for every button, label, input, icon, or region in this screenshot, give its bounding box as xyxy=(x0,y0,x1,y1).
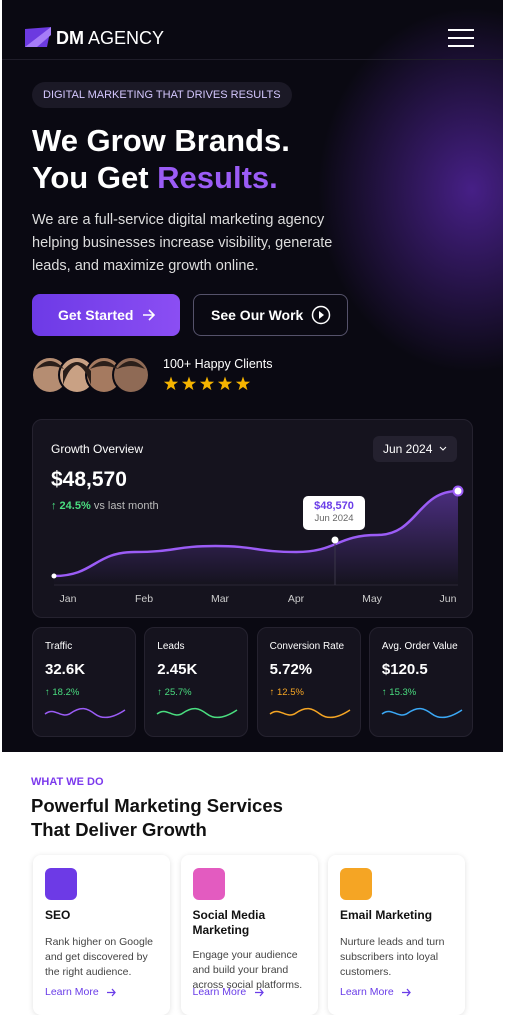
headline-line: We Grow Brands. xyxy=(32,123,290,158)
clients-label: 100+ Happy Clients xyxy=(163,357,273,371)
x-tick-label: Jan xyxy=(60,593,77,605)
stat-label: Avg. Order Value xyxy=(381,641,458,652)
tooltip-date: Jun 2024 xyxy=(314,513,354,524)
menu-button[interactable] xyxy=(448,28,474,48)
heading-line: Powerful Marketing Services xyxy=(31,795,283,816)
sparkline xyxy=(381,707,463,719)
see-work-button[interactable]: See Our Work xyxy=(193,294,348,336)
divider xyxy=(2,59,503,60)
stat-value: $120.5 xyxy=(381,661,428,678)
arrow-path xyxy=(402,988,411,997)
stat-value: 5.72% xyxy=(269,661,313,678)
x-tick-label: Mar xyxy=(211,593,230,605)
button-label: Get Started xyxy=(58,307,134,323)
service-icon xyxy=(45,868,77,900)
change: ↑ 24.5% xyxy=(51,500,91,512)
area xyxy=(54,491,458,585)
arrow-path xyxy=(107,988,116,997)
headline-accent: Results. xyxy=(157,160,278,195)
change-note: vs last month xyxy=(93,500,159,512)
sparkline xyxy=(44,707,126,719)
star xyxy=(163,376,179,391)
brand-bold: DM xyxy=(56,28,84,48)
stat-card: Leads 2.45K ↑ 25.7% xyxy=(144,627,249,737)
x-tick-label: Apr xyxy=(288,593,305,605)
tooltip: $48,570 Jun 2024 xyxy=(303,496,365,530)
learn-more-link[interactable]: Learn More xyxy=(340,986,394,998)
service-text: Nurture leads and turn subscribers into … xyxy=(340,936,445,978)
sparkline-path xyxy=(44,707,126,719)
arrow-icon xyxy=(402,988,411,997)
stat-change: ↑ 15.3% xyxy=(381,687,417,698)
brand-light: AGENCY xyxy=(88,28,165,48)
stat-card: Traffic 32.6K ↑ 18.2% xyxy=(32,627,136,737)
headline: We Grow Brands. You Get Results. xyxy=(32,122,290,196)
end-point xyxy=(452,485,464,497)
headline-line: You Get xyxy=(32,160,149,195)
service-card: Social Media Marketing Engage your audien… xyxy=(180,855,318,1015)
line xyxy=(53,489,459,578)
sparkline xyxy=(156,707,238,719)
x-tick-label: Feb xyxy=(135,593,153,605)
service-icon xyxy=(340,868,372,900)
eyebrow: WHAT WE DO xyxy=(31,776,104,788)
service-icon xyxy=(192,868,225,900)
star xyxy=(235,376,251,391)
service-title: Social Media Marketing xyxy=(192,908,266,937)
stat-change: ↑ 18.2% xyxy=(45,687,80,698)
stat-value: 32.6K xyxy=(45,661,86,678)
start-point xyxy=(51,573,57,579)
arrow-icon xyxy=(107,988,116,997)
service-text: Rank higher on Google and get discovered… xyxy=(45,936,153,978)
stat-change: ↑ 25.7% xyxy=(157,687,192,698)
rating-stars xyxy=(163,376,251,391)
learn-more-link[interactable]: Learn More xyxy=(45,986,99,998)
x-tick-label: May xyxy=(362,593,383,605)
stat-card: Conversion Rate 5.72% ↑ 12.5% xyxy=(256,627,361,737)
stat-change: ↑ 12.5% xyxy=(269,687,304,698)
services-heading: Powerful Marketing Services That Deliver … xyxy=(31,794,283,842)
tooltip-value: $48,570 xyxy=(314,500,354,512)
stat-label: Traffic xyxy=(45,641,73,652)
service-card: SEO Rank higher on Google and get discove… xyxy=(33,855,170,1015)
logo-icon xyxy=(25,27,51,47)
service-title: Email Marketing xyxy=(340,908,433,922)
growth-chart: Jan Feb Mar Apr May Jun xyxy=(51,485,464,605)
period-dropdown[interactable]: Jun 2024 xyxy=(373,436,457,462)
sparkline-path xyxy=(156,707,238,719)
sparkline-path xyxy=(381,707,463,719)
stat-label: Leads xyxy=(157,641,185,652)
star xyxy=(199,376,215,391)
button-label: See Our Work xyxy=(211,307,304,323)
star xyxy=(181,376,197,391)
star xyxy=(217,376,233,391)
hero-text: We are a full-service digital marketing … xyxy=(32,212,333,274)
hero-section: DM AGENCY DIGITAL MARKETING THAT DRIVES … xyxy=(2,0,503,752)
play-icon xyxy=(311,305,331,325)
chevron xyxy=(439,446,447,451)
client-avatars xyxy=(31,356,150,394)
learn-more-link[interactable]: Learn More xyxy=(192,986,247,998)
x-tick-label: Jun xyxy=(440,593,457,605)
card-title: Growth Overview xyxy=(51,442,144,456)
heading-line: That Deliver Growth xyxy=(31,819,207,840)
get-started-button[interactable]: Get Started xyxy=(32,294,180,336)
sparkline-path xyxy=(269,707,351,719)
stat-label: Conversion Rate xyxy=(269,641,345,652)
arrow-path xyxy=(254,988,264,997)
service-title: SEO xyxy=(45,908,71,922)
sparkline xyxy=(269,707,351,719)
hover-dot xyxy=(331,536,339,544)
stat-card: Avg. Order Value $120.5 ↑ 15.3% xyxy=(368,627,473,737)
arrow-icon xyxy=(143,309,156,321)
arrow-icon xyxy=(254,988,264,997)
stat-value: 2.45K xyxy=(157,661,198,678)
service-text: Engage your audience and build your bran… xyxy=(192,949,303,991)
period-label: Jun 2024 xyxy=(383,442,433,456)
service-card: Email Marketing Nurture leads and turn su… xyxy=(328,855,465,1015)
badge: DIGITAL MARKETING THAT DRIVES RESULTS xyxy=(32,82,292,108)
amount: $48,570 xyxy=(51,468,127,491)
